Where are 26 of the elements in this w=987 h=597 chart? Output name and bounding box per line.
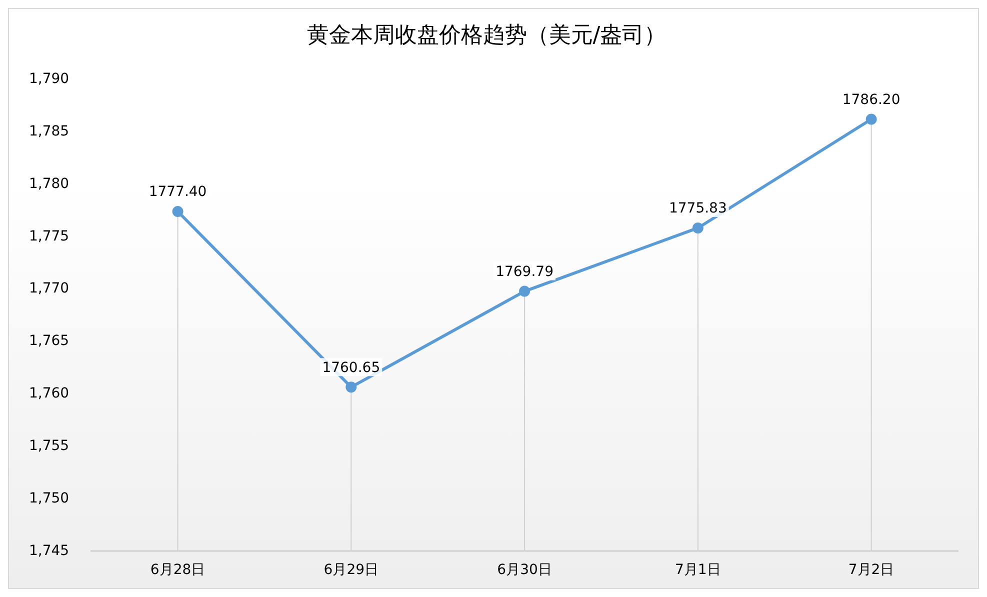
x-tick-label: 7月2日 bbox=[848, 562, 894, 578]
point bbox=[346, 382, 357, 393]
x-tick-label: 6月28日 bbox=[150, 562, 206, 578]
data-label: 1777.40 bbox=[148, 184, 207, 200]
data-label: 1769.79 bbox=[496, 264, 554, 280]
y-tick-label: 1,745 bbox=[28, 542, 70, 559]
y-tick-label: 1,780 bbox=[28, 176, 70, 192]
chart-title: 黄金本周收盘价格趋势（美元/盎司） bbox=[306, 22, 666, 48]
x-tick-label: 6月30日 bbox=[497, 562, 552, 578]
y-tick-label: 1,770 bbox=[28, 280, 70, 297]
point bbox=[692, 222, 704, 234]
y-tick-label: 1,750 bbox=[28, 490, 70, 506]
y-tick-label: 1,775 bbox=[28, 228, 70, 244]
point bbox=[519, 286, 530, 297]
data-label: 1786.20 bbox=[842, 92, 900, 108]
x-tick-label: 7月1日 bbox=[675, 562, 721, 578]
data-label: 1775.83 bbox=[668, 200, 727, 217]
point bbox=[172, 206, 184, 218]
point bbox=[866, 114, 877, 125]
y-tick-label: 1,790 bbox=[28, 71, 70, 88]
y-tick-label: 1,760 bbox=[28, 386, 70, 402]
data-label: 1760.65 bbox=[322, 360, 380, 376]
x-tick-label: 6月29日 bbox=[324, 562, 379, 578]
y-tick-label: 1,755 bbox=[28, 438, 70, 454]
y-tick-label: 1,765 bbox=[28, 333, 70, 350]
y-tick-label: 1,785 bbox=[28, 123, 70, 140]
